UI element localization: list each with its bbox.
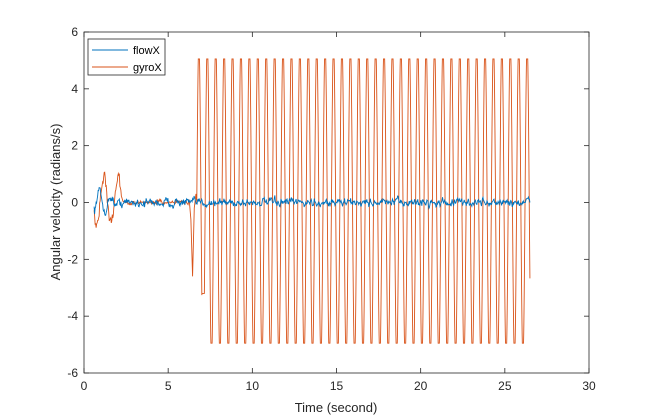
x-tick-label: 30 [582,379,596,393]
legend: flowX gyroX [87,38,166,76]
y-tick-label: -2 [67,252,78,266]
y-tick-label: -4 [67,309,78,323]
x-tick-label: 25 [498,379,512,393]
x-tick-label: 20 [414,379,428,393]
x-tick-label: 0 [81,379,88,393]
series-line-gyrox [93,58,531,344]
x-tick-label: 10 [246,379,260,393]
legend-label-gyrox: gyroX [133,62,162,74]
x-tick-label: 5 [165,379,172,393]
y-tick-label: -6 [67,366,78,380]
series-line-flowx [93,187,531,216]
x-tick-label: 15 [330,379,344,393]
tick-layer: 0 5 10 15 20 25 30 -6 -4 -2 0 2 4 6 [67,25,596,393]
y-tick-label: 6 [71,25,78,39]
x-axis-title: Time (second) [295,400,378,415]
legend-box [87,38,166,76]
series-layer [93,58,531,344]
y-tick-label: 0 [71,196,78,210]
y-tick-label: 2 [71,139,78,153]
y-tick-label: 4 [71,82,78,96]
legend-label-flowx: flowX [133,45,161,57]
y-axis-title: Angular velocity (radians/s) [48,124,63,281]
